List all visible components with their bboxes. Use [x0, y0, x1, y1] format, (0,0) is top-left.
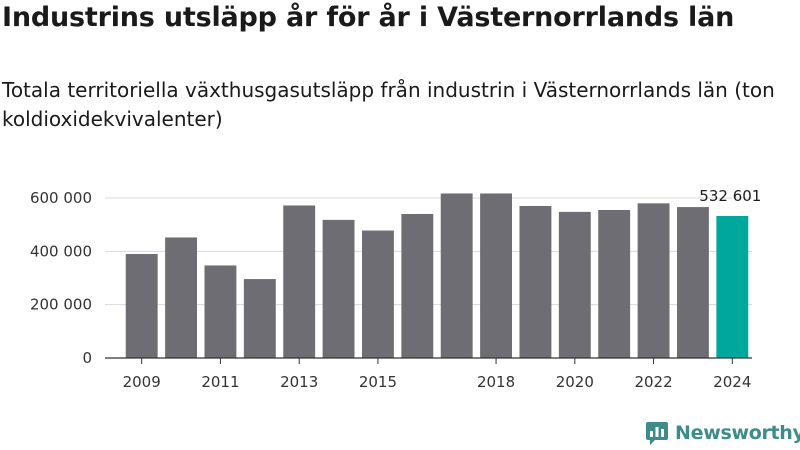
- bar: [440, 193, 473, 358]
- x-tick-label: 2013: [280, 373, 318, 391]
- bar: [283, 205, 316, 358]
- x-tick-label: 2020: [556, 373, 594, 391]
- bar: [401, 214, 434, 358]
- brand-name: Newsworthy: [675, 422, 800, 444]
- x-tick-label: 2009: [123, 373, 161, 391]
- x-tick-label: 2018: [477, 373, 515, 391]
- highlight-value-label: 532 601: [699, 187, 761, 205]
- bar: [637, 203, 670, 358]
- bar: [676, 207, 709, 358]
- bar: [519, 206, 552, 358]
- x-tick-label: 2015: [359, 373, 397, 391]
- chart-subtitle: Totala territoriella växthusgasutsläpp f…: [2, 78, 775, 131]
- y-tick-label: 200 000: [30, 296, 92, 314]
- bar: [480, 193, 513, 358]
- newsworthy-bar-logo-icon: [646, 422, 668, 445]
- y-tick-label: 0: [82, 349, 92, 367]
- bar: [204, 265, 237, 358]
- brand-logo: Newsworthy: [645, 419, 800, 447]
- bar: [165, 237, 198, 358]
- bar: [558, 211, 591, 358]
- bar: [322, 219, 355, 358]
- x-tick-label: 2024: [713, 373, 751, 391]
- bar: [125, 254, 158, 358]
- y-tick-label: 400 000: [30, 242, 92, 260]
- x-tick-label: 2022: [634, 373, 672, 391]
- chart-title: Industrins utsläpp år för år i Västernor…: [2, 2, 735, 33]
- bar: [243, 279, 276, 358]
- bar-highlight: [716, 215, 749, 358]
- bar: [361, 230, 394, 358]
- x-tick-label: 2011: [201, 373, 239, 391]
- bar: [598, 210, 631, 358]
- y-tick-label: 600 000: [30, 189, 92, 207]
